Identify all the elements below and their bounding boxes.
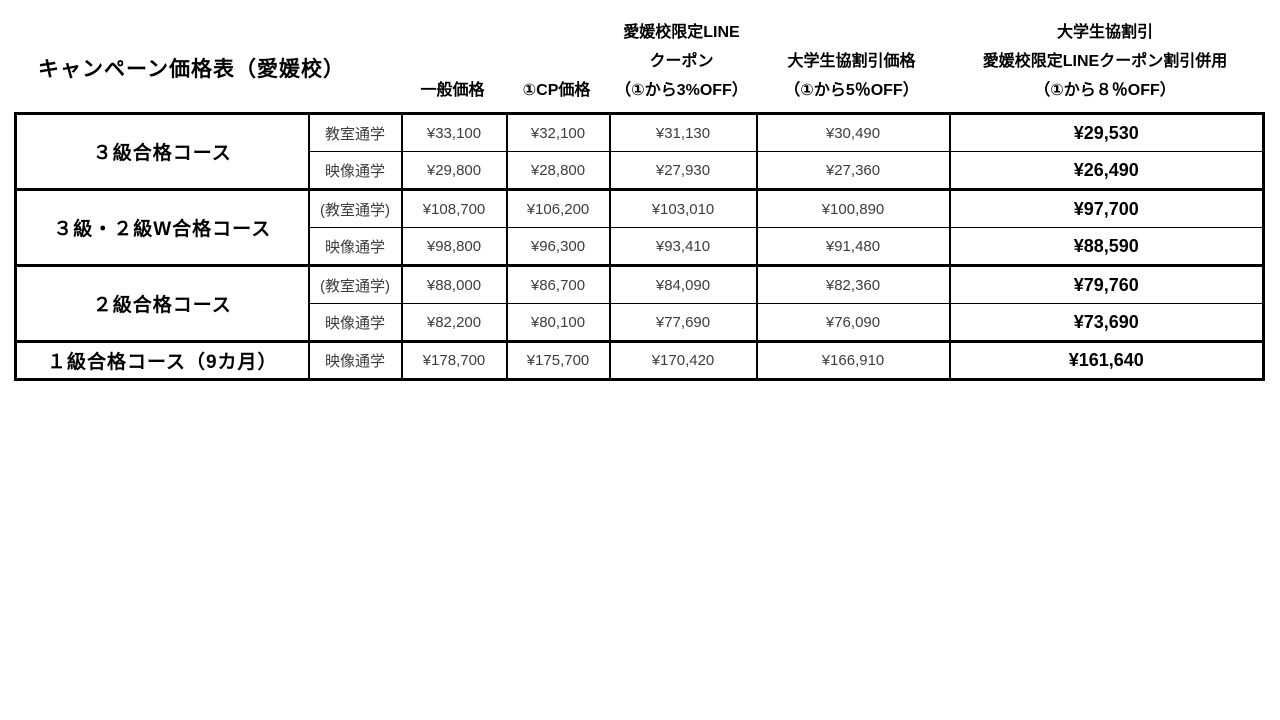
combined-discount-price-cell: ¥26,490 xyxy=(948,151,1265,190)
coop-discount-price-cell: ¥166,910 xyxy=(755,340,951,380)
table-body: ３級合格コース 教室通学 ¥33,100 ¥32,100 ¥31,130 ¥30,490 ¥… xyxy=(14,112,1265,380)
table-row: ３級合格コース 教室通学 ¥33,100 ¥32,100 ¥31,130 ¥30,490 ¥… xyxy=(14,112,1265,190)
line-coupon-price-cell: ¥103,010 xyxy=(608,188,758,228)
general-price-cell: ¥29,800 xyxy=(400,151,508,190)
type-cell: 映像通学 xyxy=(307,340,403,380)
coop-discount-price-cell: ¥30,490 xyxy=(755,112,951,152)
coop-discount-price-cell: ¥82,360 xyxy=(755,264,951,304)
column-header-line: 愛媛校限定LINE xyxy=(623,24,740,41)
column-header-line: 大学生協割引価格 xyxy=(787,53,916,70)
column-header-line: 大学生協割引 xyxy=(1056,24,1153,41)
coop-discount-price-cell: ¥27,360 xyxy=(755,151,951,190)
table-row: ３級・２級W合格コース (教室通学) ¥108,700 ¥106,200 ¥103,01… xyxy=(14,188,1265,266)
coop-discount-price-cell: ¥91,480 xyxy=(755,227,951,266)
column-header-1 xyxy=(14,0,307,112)
line-coupon-price-cell: ¥31,130 xyxy=(608,112,758,152)
coop-discount-price-cell: ¥76,090 xyxy=(755,303,951,342)
combined-discount-price-cell: ¥97,700 xyxy=(948,188,1265,228)
line-coupon-price-cell: ¥84,090 xyxy=(608,264,758,304)
table-row: 映像通学 ¥82,200 ¥80,100 ¥77,690 ¥76,090 ¥73,690 xyxy=(16,303,1265,342)
line-coupon-price-cell: ¥77,690 xyxy=(608,303,758,342)
column-header-line: 一般価格 xyxy=(420,82,485,99)
table-row: ２級合格コース (教室通学) ¥88,000 ¥86,700 ¥84,090 ¥82,36… xyxy=(14,264,1265,342)
line-coupon-price-cell: ¥170,420 xyxy=(608,340,758,380)
column-headers: 一般価格 ①CP価格 愛媛校限定LINE クーポン （①から3%OFF） 大学生協割引価格… xyxy=(14,0,1262,112)
column-header-6: 大学生協割引価格 （①から5％OFF） xyxy=(755,0,948,112)
column-header-line: クーポン xyxy=(649,53,714,70)
general-price-cell: ¥88,000 xyxy=(400,264,508,304)
column-header-2 xyxy=(307,0,400,112)
column-header-line: （①から８％OFF） xyxy=(1034,82,1176,99)
column-header-5: 愛媛校限定LINE クーポン （①から3%OFF） xyxy=(608,0,755,112)
cp-price-cell: ¥106,200 xyxy=(505,188,611,228)
cp-price-cell: ¥80,100 xyxy=(505,303,611,342)
combined-discount-price-cell: ¥73,690 xyxy=(948,303,1265,342)
table-row: 映像通学 ¥98,800 ¥96,300 ¥93,410 ¥91,480 ¥88,590 xyxy=(16,227,1265,266)
general-price-cell: ¥178,700 xyxy=(400,340,508,380)
course-name-cell: ２級合格コース xyxy=(14,264,310,342)
combined-discount-price-cell: ¥88,590 xyxy=(948,227,1265,266)
course-name-cell: １級合格コース（9カ月） xyxy=(14,340,310,380)
general-price-cell: ¥98,800 xyxy=(400,227,508,266)
general-price-cell: ¥33,100 xyxy=(400,112,508,152)
cp-price-cell: ¥86,700 xyxy=(505,264,611,304)
type-cell: 教室通学 xyxy=(307,112,403,152)
line-coupon-price-cell: ¥27,930 xyxy=(608,151,758,190)
coop-discount-price-cell: ¥100,890 xyxy=(755,188,951,228)
column-header-7: 大学生協割引愛媛校限定LINEクーポン割引併用 （①から８％OFF） xyxy=(948,0,1262,112)
price-table: ３級合格コース 教室通学 ¥33,100 ¥32,100 ¥31,130 ¥30,490 ¥… xyxy=(14,112,1265,381)
cp-price-cell: ¥96,300 xyxy=(505,227,611,266)
page-title: キャンペーン価格表（愛媛校） xyxy=(38,58,345,81)
combined-discount-price-cell: ¥79,760 xyxy=(948,264,1265,304)
course-name-cell: ３級合格コース xyxy=(14,112,310,190)
type-cell: 映像通学 xyxy=(307,151,403,190)
general-price-cell: ¥82,200 xyxy=(400,303,508,342)
line-coupon-price-cell: ¥93,410 xyxy=(608,227,758,266)
type-cell: 映像通学 xyxy=(307,227,403,266)
course-name-cell: ３級・２級W合格コース xyxy=(14,188,310,266)
cp-price-cell: ¥28,800 xyxy=(505,151,611,190)
table-row: 映像通学 ¥29,800 ¥28,800 ¥27,930 ¥27,360 ¥26,490 xyxy=(16,151,1265,190)
column-header-line: 愛媛校限定LINEクーポン割引併用 xyxy=(982,53,1228,70)
column-header-3: 一般価格 xyxy=(400,0,505,112)
general-price-cell: ¥108,700 xyxy=(400,188,508,228)
column-header-line: （①から5％OFF） xyxy=(784,82,919,99)
combined-discount-price-cell: ¥29,530 xyxy=(948,112,1265,152)
cp-price-cell: ¥175,700 xyxy=(505,340,611,380)
table-row: １級合格コース（9カ月） 映像通学 ¥178,700 ¥175,700 ¥170,420… xyxy=(14,340,1265,380)
type-cell: (教室通学) xyxy=(307,264,403,304)
type-cell: 映像通学 xyxy=(307,303,403,342)
combined-discount-price-cell: ¥161,640 xyxy=(948,340,1265,380)
type-cell: (教室通学) xyxy=(307,188,403,228)
column-header-line: （①から3%OFF） xyxy=(615,82,748,99)
column-header-line: ①CP価格 xyxy=(522,82,591,99)
cp-price-cell: ¥32,100 xyxy=(505,112,611,152)
column-header-4: ①CP価格 xyxy=(505,0,608,112)
